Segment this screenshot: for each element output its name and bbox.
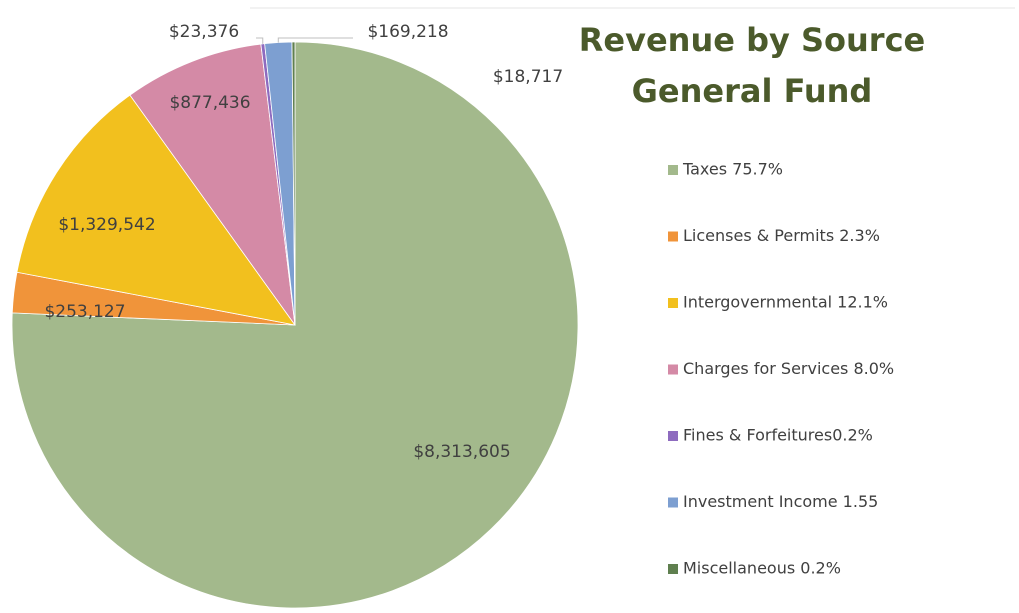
- legend-label: Taxes 75.7%: [682, 160, 783, 179]
- leader-line: [256, 37, 264, 44]
- legend-label: Charges for Services 8.0%: [683, 359, 894, 378]
- pie-slice: [11, 41, 579, 609]
- legend-label: Fines & Forfeitures0.2%: [683, 426, 873, 445]
- legend-swatch: [668, 165, 678, 175]
- legend-swatch: [668, 298, 678, 308]
- data-label: $23,376: [169, 22, 239, 42]
- legend-label: Licenses & Permits 2.3%: [683, 226, 880, 245]
- pie-slice: [291, 41, 296, 326]
- legend-label: Intergovernmental 12.1%: [683, 293, 888, 312]
- legend-swatch: [668, 431, 678, 441]
- legend-swatch: [668, 364, 678, 375]
- data-label: $8,313,605: [413, 442, 510, 462]
- data-label: $253,127: [44, 302, 125, 322]
- data-label: $169,218: [367, 22, 448, 42]
- pie-slice: [16, 94, 296, 326]
- chart-title: Revenue by Source: [579, 21, 925, 59]
- leader-line: [277, 37, 353, 43]
- legend-label: Investment Income 1.55: [683, 492, 878, 511]
- data-label: $877,436: [169, 93, 250, 113]
- data-label: $1,329,542: [58, 215, 155, 235]
- legend-swatch: [668, 564, 678, 574]
- pie-slice: [129, 43, 296, 326]
- legend-swatch: [668, 497, 678, 508]
- legend-swatch: [668, 231, 678, 242]
- data-label: $18,717: [493, 67, 563, 87]
- legend-label: Miscellaneous 0.2%: [683, 559, 841, 578]
- chart-subtitle: General Fund: [632, 72, 873, 110]
